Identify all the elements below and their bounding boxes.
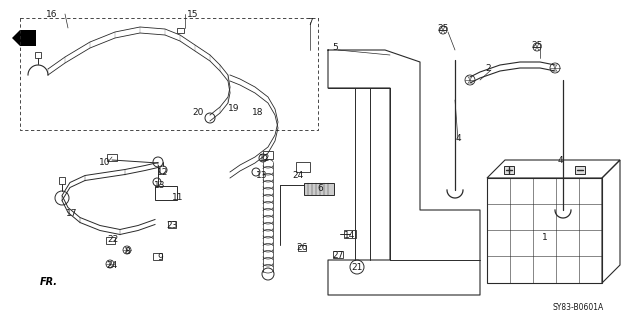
Bar [35, 52, 41, 58]
Text: 15: 15 [187, 10, 199, 19]
Text: 20: 20 [192, 108, 204, 116]
Text: 7: 7 [307, 18, 313, 27]
Text: 14: 14 [345, 230, 355, 239]
Text: 22: 22 [108, 236, 118, 244]
Text: 21: 21 [352, 263, 362, 273]
Bar [263, 151, 273, 159]
Bar [168, 220, 176, 228]
Bar [296, 162, 310, 172]
Text: 11: 11 [172, 193, 183, 202]
Text: SY83-B0601A: SY83-B0601A [552, 303, 604, 313]
Text: 6: 6 [317, 183, 323, 193]
Bar [152, 252, 162, 260]
Text: 12: 12 [259, 154, 271, 163]
Text: 25: 25 [438, 23, 448, 33]
Text: 10: 10 [99, 157, 111, 166]
Text: 5: 5 [332, 43, 338, 52]
Bar [298, 245, 306, 251]
Text: FR.: FR. [40, 277, 58, 287]
Text: 24: 24 [292, 171, 304, 180]
Bar [344, 230, 356, 238]
Text: 13: 13 [256, 171, 268, 180]
Text: 26: 26 [296, 244, 308, 252]
Text: 27: 27 [333, 251, 344, 260]
Bar [333, 251, 343, 258]
Text: 23: 23 [166, 220, 178, 229]
Text: 16: 16 [47, 10, 58, 19]
Text: 13: 13 [154, 180, 166, 189]
Text: 19: 19 [228, 103, 240, 113]
Text: 18: 18 [252, 108, 264, 116]
Bar [504, 166, 514, 174]
Text: 2: 2 [485, 63, 491, 73]
Bar [176, 28, 183, 33]
Text: 25: 25 [531, 41, 543, 50]
Text: 8: 8 [124, 247, 130, 257]
Text: 4: 4 [557, 156, 563, 164]
Text: 12: 12 [157, 167, 169, 177]
Bar [59, 177, 65, 183]
Text: 4: 4 [455, 133, 461, 142]
Bar [304, 183, 334, 195]
Bar [575, 166, 585, 174]
Bar [155, 186, 177, 200]
Polygon shape [12, 30, 36, 46]
Text: 1: 1 [542, 234, 548, 243]
Bar [106, 236, 115, 244]
Text: 24: 24 [106, 260, 118, 269]
Text: 9: 9 [157, 253, 163, 262]
Text: 17: 17 [66, 209, 78, 218]
Bar [107, 154, 117, 161]
